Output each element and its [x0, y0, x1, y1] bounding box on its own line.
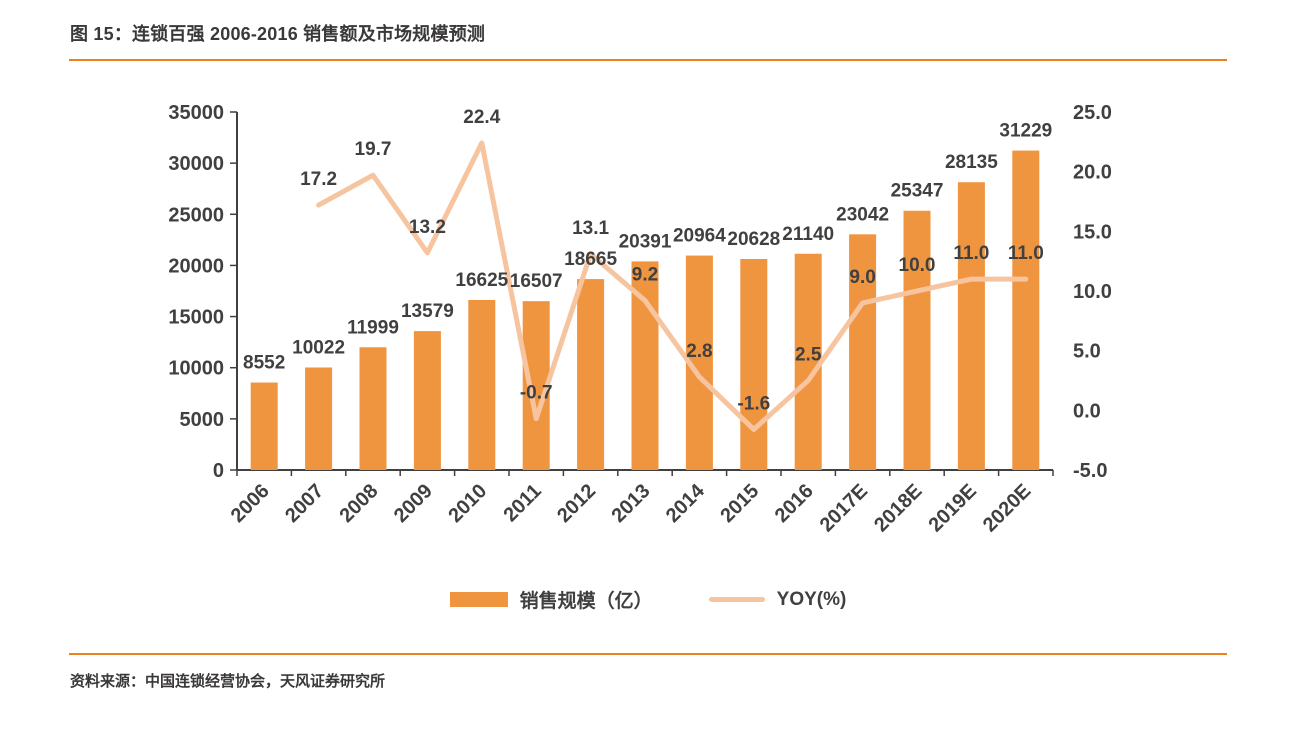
line-value-label: 17.2: [300, 169, 337, 190]
chart-legend: 销售规模（亿） YOY(%): [0, 586, 1296, 613]
x-axis-category-label: 2015: [716, 480, 763, 527]
bar-value-label: 8552: [243, 353, 285, 374]
right-axis-tick-label: 5.0: [1073, 341, 1101, 363]
line-value-label: 19.7: [355, 139, 392, 160]
bar-value-label: 11999: [347, 317, 399, 338]
bar-value-label: 31229: [999, 121, 1052, 142]
bar-2016: [794, 253, 822, 470]
bar-2009: [413, 331, 441, 470]
bar-value-label: 28135: [945, 152, 998, 173]
left-axis-tick-label: 0: [213, 460, 224, 482]
left-axis-tick-label: 20000: [168, 255, 224, 277]
legend-item-line: YOY(%): [708, 588, 847, 611]
x-axis-category-label: 2020E: [979, 480, 1035, 536]
line-series-swatch-icon: [708, 597, 765, 602]
left-axis-tick-label: 10000: [168, 358, 224, 380]
bar-value-label: 20391: [619, 231, 672, 252]
bar-value-label: 21140: [782, 224, 834, 245]
right-axis-tick-label: 15.0: [1073, 221, 1112, 243]
right-axis-tick-label: 0.0: [1073, 400, 1101, 422]
yoy-line: [316, 140, 1029, 432]
bar-2008: [359, 347, 387, 470]
bar-value-label: 16625: [455, 270, 508, 291]
x-axis-category-label: 2017E: [816, 480, 872, 536]
left-axis-tick-label: 35000: [168, 102, 224, 124]
bar-2007: [305, 367, 333, 470]
bar-2012: [577, 279, 605, 470]
line-series: [316, 140, 1029, 432]
line-value-label: 9.0: [849, 267, 875, 288]
bar-series: [250, 150, 1040, 471]
figure-title: 图 15：连锁百强 2006-2016 销售额及市场规模预测: [70, 24, 486, 44]
line-value-label: 10.0: [899, 255, 936, 276]
x-axis-category-label: 2016: [771, 480, 818, 527]
line-value-label: 11.0: [953, 243, 989, 264]
bar-value-label: 10022: [292, 337, 345, 358]
bar-2020E: [1012, 150, 1040, 470]
bar-2019E: [957, 182, 985, 470]
bar-value-label: 20628: [727, 229, 780, 250]
line-value-label: 22.4: [463, 107, 500, 128]
bar-2018E: [903, 210, 931, 471]
bar-value-label: 16507: [510, 271, 563, 292]
line-value-label: 11.0: [1008, 243, 1044, 264]
bottom-divider: [69, 653, 1227, 655]
bar-2017E: [849, 234, 877, 470]
bar-value-label: 13579: [401, 301, 454, 322]
left-axis-tick-label: 5000: [180, 409, 225, 431]
x-axis-category-label: 2018E: [870, 480, 926, 536]
top-divider: [69, 59, 1227, 61]
legend-bar-label: 销售规模（亿）: [519, 591, 653, 612]
bar-value-label: 25347: [891, 181, 944, 202]
bar-2010: [468, 299, 496, 470]
left-axis-tick-label: 15000: [168, 307, 224, 329]
line-value-label: 9.2: [632, 265, 658, 286]
line-value-label: 13.1: [572, 218, 609, 239]
legend-line-label: YOY(%): [776, 588, 847, 610]
bar-2013: [631, 261, 659, 470]
x-axis-category-label: 2013: [608, 480, 655, 527]
right-axis-tick-label: 25.0: [1073, 102, 1112, 124]
line-value-label: 13.2: [409, 217, 446, 238]
source-note: 资料来源：中国连锁经营协会，天风证券研究所: [70, 673, 386, 690]
bar-2006: [250, 382, 278, 470]
left-axis-tick-label: 30000: [168, 153, 224, 175]
x-axis-category-label: 2012: [553, 480, 600, 527]
line-value-label: -0.7: [520, 383, 553, 404]
x-axis-category-label: 2007: [281, 480, 328, 527]
x-axis-category-label: 2009: [390, 480, 437, 527]
x-axis-category-label: 2010: [444, 480, 491, 527]
left-axis-tick-label: 25000: [168, 204, 224, 226]
x-axis-category-label: 2011: [499, 480, 545, 526]
bar-series-swatch-icon: [449, 592, 508, 607]
x-axis-category-label: 2008: [336, 480, 383, 527]
line-value-label: -1.6: [737, 393, 770, 414]
bar-value-label: 23042: [836, 204, 889, 225]
line-value-label: 2.8: [686, 341, 712, 362]
x-axis-category-label: 2006: [227, 480, 274, 527]
bar-2015: [740, 259, 768, 470]
right-axis-tick-label: 20.0: [1073, 162, 1112, 184]
legend-item-bars: 销售规模（亿）: [449, 586, 653, 613]
line-value-label: 2.5: [795, 345, 822, 366]
right-axis-tick-label: -5.0: [1073, 460, 1107, 482]
bar-value-label: 20964: [673, 226, 726, 247]
x-axis-category-label: 2019E: [924, 480, 980, 536]
bar-value-label: 18665: [564, 249, 617, 270]
x-axis-category-label: 2014: [662, 479, 710, 527]
right-axis-tick-label: 10.0: [1073, 281, 1112, 303]
